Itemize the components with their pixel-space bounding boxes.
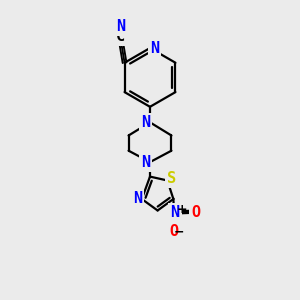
Text: +: + [176,203,187,216]
Text: N: N [116,19,125,34]
Text: N: N [150,40,159,56]
Text: O: O [169,224,178,239]
Text: C: C [116,28,125,44]
Text: N: N [141,115,150,130]
Text: N: N [133,191,142,206]
Text: N: N [141,154,150,169]
Text: N: N [170,205,180,220]
Text: O: O [191,205,200,220]
Text: S: S [167,171,176,186]
Text: −: − [174,226,184,239]
